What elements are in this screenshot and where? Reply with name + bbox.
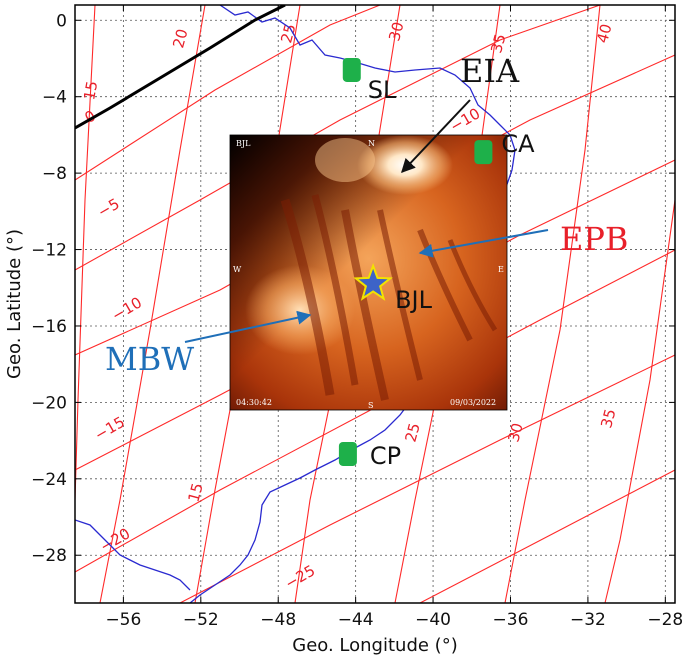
eia-arrow [401,99,471,174]
mag-lon-line-45 [604,199,675,603]
mag-lat-line-minus5 [75,5,601,271]
mag-lon-label: 15 [184,481,206,504]
epb-arrow [418,229,549,258]
station-marker [338,441,357,466]
epb-label: EPB [560,220,628,258]
station-star-icon [353,262,393,301]
station-label: BJL [395,286,433,314]
mbw-bright-region [245,265,355,355]
station-marker [342,57,361,82]
imager-date-label: 09/03/2022 [450,398,496,407]
station-markers: SL CA CP BJL [338,57,535,470]
mag-lon-label: 35 [597,407,619,430]
mag-lon-line-40 [504,5,601,603]
y-tick-label: 0 [56,11,67,31]
mag-lon-label: 30 [385,20,407,43]
x-tick-label: −28 [647,610,683,630]
mag-lon-line-15 [75,5,96,501]
y-tick-labels: 0 −4 −8 −12 −16 −20 −24 −28 [31,11,675,566]
mbw-arrow [184,310,312,343]
imager-east-label: E [498,265,504,274]
eia-label: EIA [460,52,520,90]
dip-equator [75,5,286,130]
y-tick-label: −20 [31,393,67,413]
station-label: CP [370,442,401,470]
y-tick-label: −28 [31,546,67,566]
mag-lon-label: 25 [277,22,299,45]
x-tick-label: −52 [183,610,219,630]
x-tick-label: −40 [415,610,451,630]
y-tick-label: −12 [31,241,67,261]
mag-lat-line-0 [75,5,381,181]
y-tick-label: −8 [42,164,67,184]
x-tick-label: −44 [338,610,374,630]
x-tick-label: −32 [570,610,606,630]
mag-lon-label: 35 [487,32,509,55]
imager-time-label: 04:30:42 [236,398,272,407]
mag-lon-label: 15 [80,80,101,102]
x-tick-label: −56 [105,610,141,630]
mag-lat-line-minus30 [419,469,675,603]
mag-lon-label: 40 [593,22,615,45]
annotations: EIA EPB MBW [105,52,628,378]
y-tick-label: −24 [31,470,67,490]
station-marker [474,140,493,165]
mag-lon-line-20 [99,5,206,603]
x-tick-labels: −56 −52 −48 −44 −40 −36 −32 −28 [105,5,683,630]
imager-west-label: W [233,265,242,274]
y-tick-label: −4 [42,88,67,108]
x-tick-label: −48 [260,610,296,630]
y-axis-label: Geo. Latitude (°) [4,229,25,379]
imager-north-label: N [368,139,375,148]
mag-lon-label: 20 [169,27,191,50]
x-axis-label: Geo. Longitude (°) [292,635,457,656]
mag-lat-line-minus25 [179,354,675,603]
imager-south-label: S [368,401,373,410]
station-label: CA [501,130,535,158]
imager-station-label: BJL [236,139,251,148]
mag-lon-label: 30 [504,421,526,444]
all-sky-image: BJL N W E S 04:30:42 09/03/2022 [229,134,508,411]
y-tick-label: −16 [31,317,67,337]
plot-frame [74,4,676,604]
station-label: SL [368,76,397,104]
mbw-label: MBW [105,340,194,378]
x-tick-label: −36 [493,610,529,630]
mag-lon-label: 25 [401,421,423,444]
